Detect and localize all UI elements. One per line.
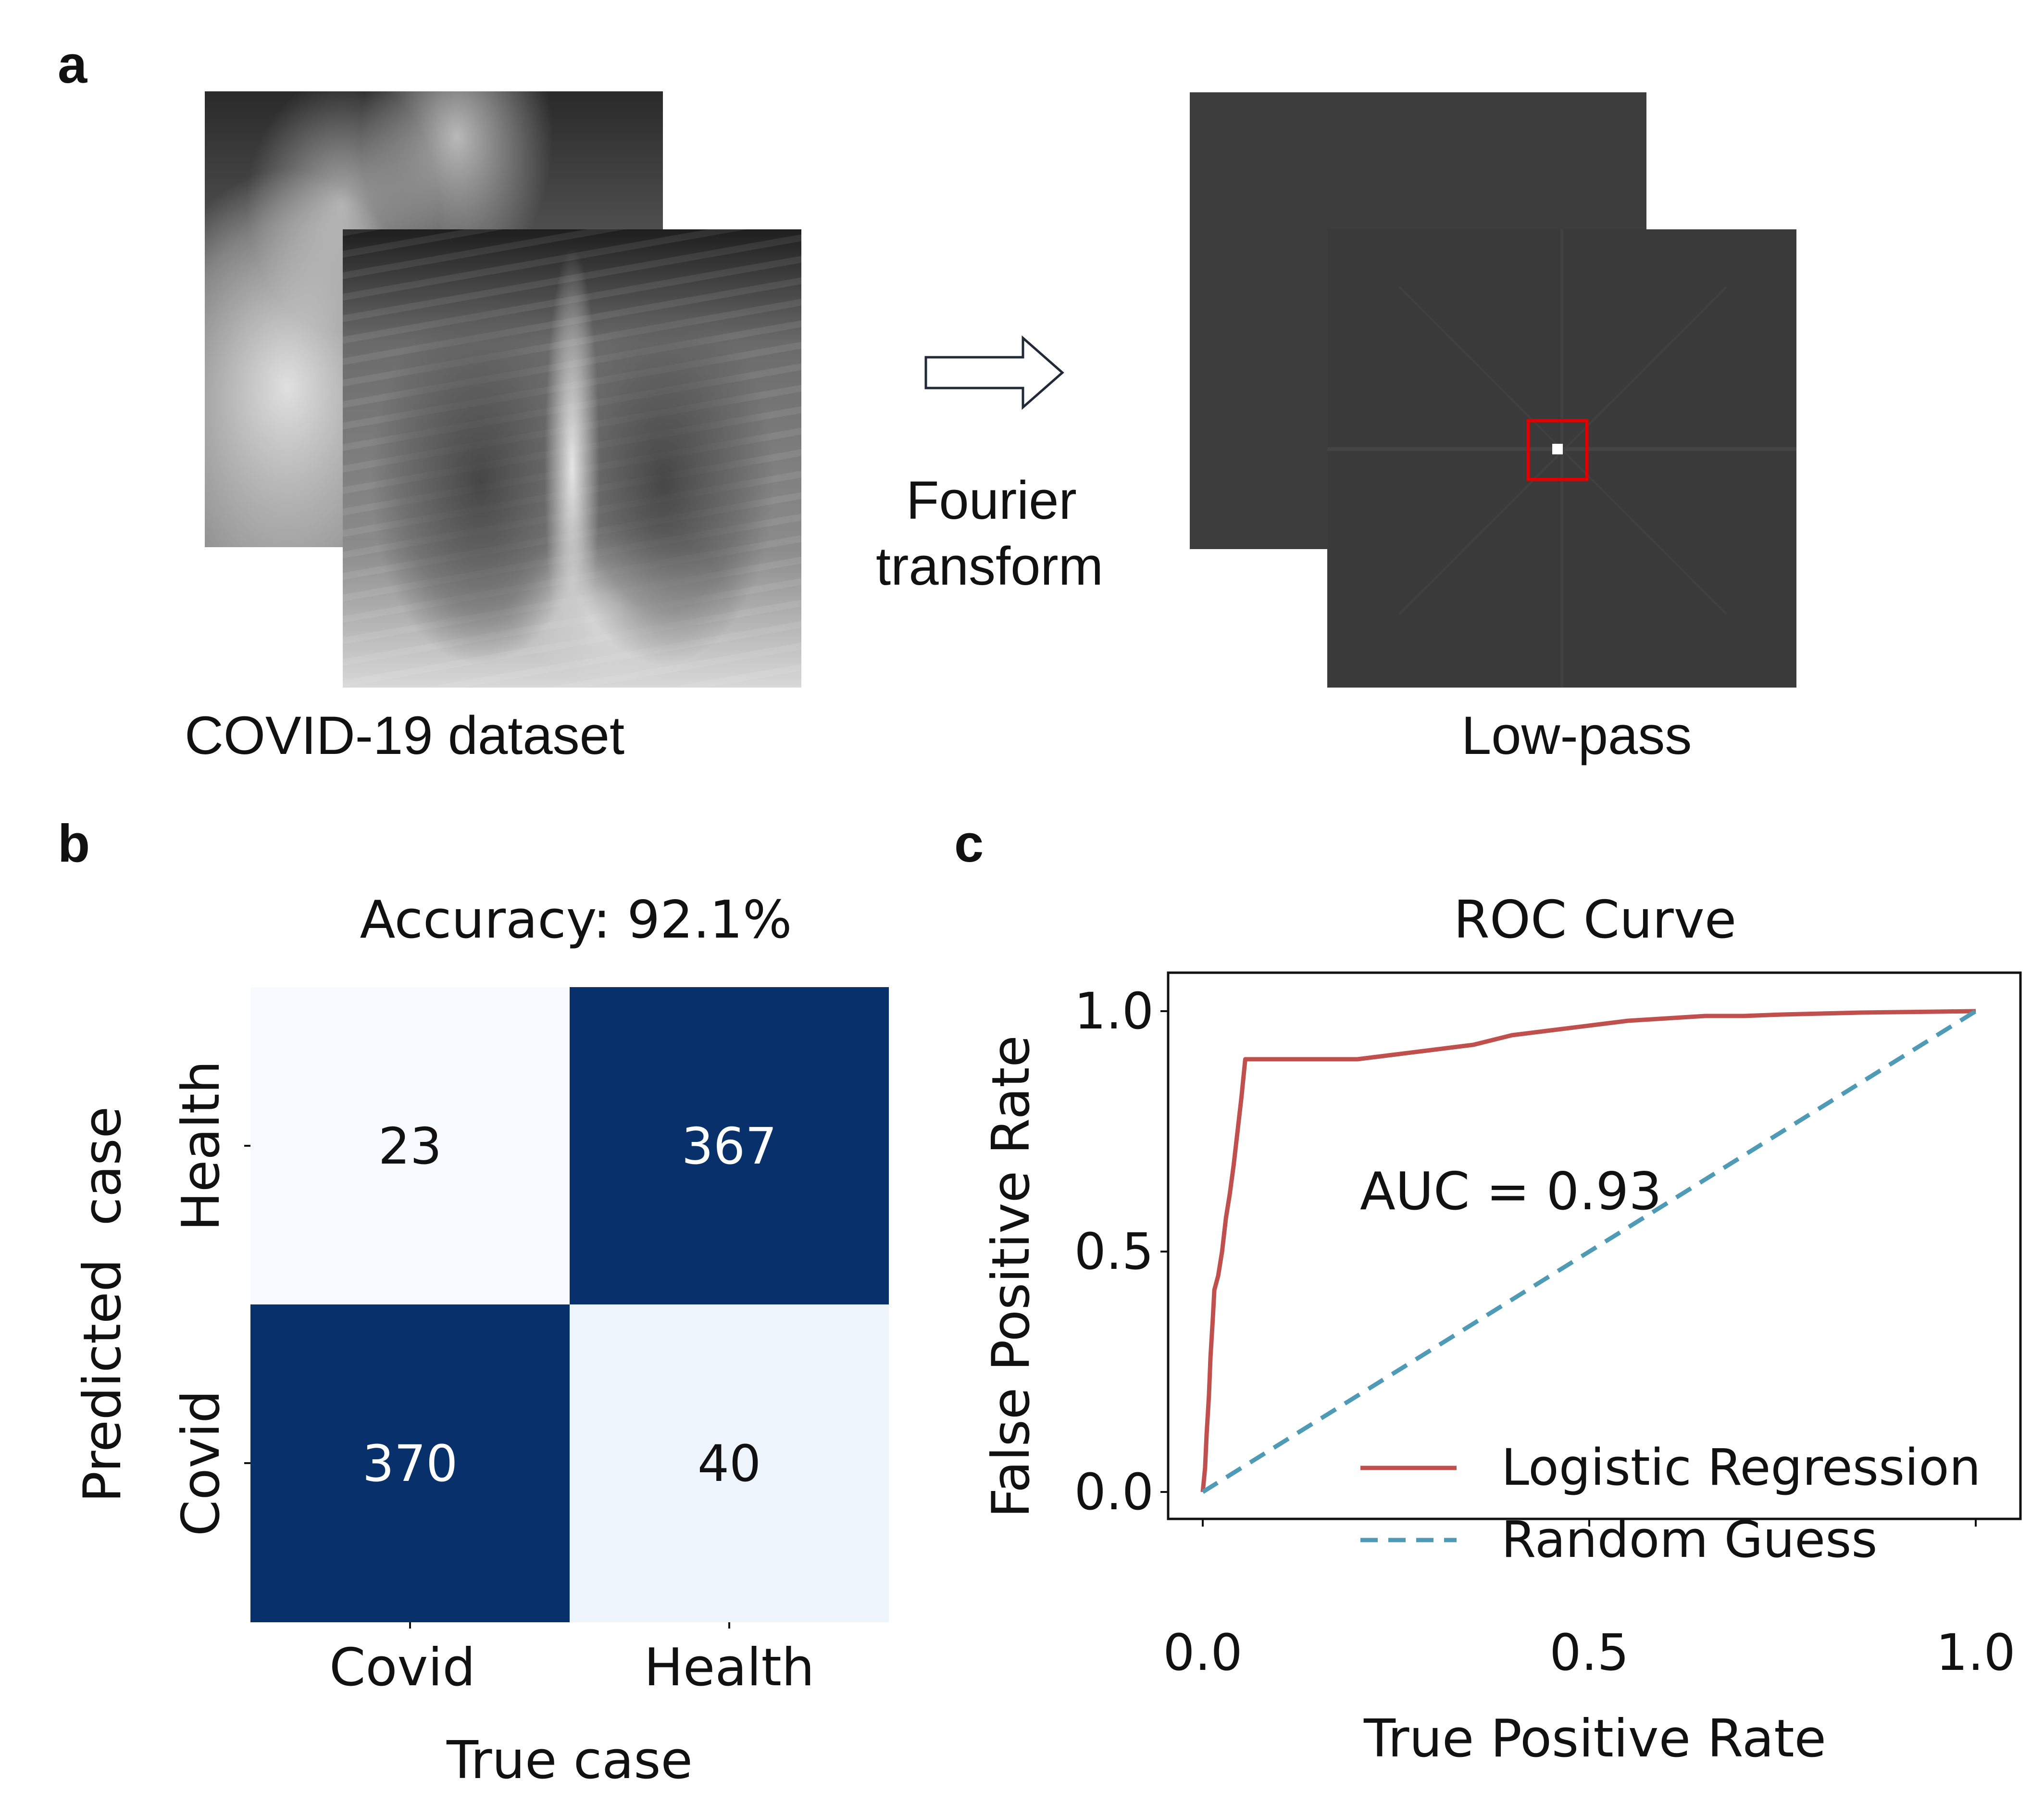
roc-title: ROC Curve — [1454, 890, 1736, 950]
dataset-caption: COVID-19 dataset — [185, 705, 625, 765]
roc-chart: ROC Curve 0.00.00.50.51.01.0 AUC = 0.93 … — [981, 890, 2022, 1769]
roc-series-random-guess — [1201, 1009, 1977, 1494]
roc-ytick-label-0: 0.0 — [1074, 1463, 1154, 1521]
dc-component — [1552, 444, 1563, 454]
cm-xlabel-0: Covid — [329, 1638, 475, 1698]
cm-cell-0-0 — [250, 987, 570, 1304]
roc-y-axis-title: False Positive Rate — [981, 1035, 1041, 1518]
roc-ticks: 0.0 0.0 0.5 0.5 1.0 1.0 — [1074, 982, 2016, 1682]
roc-lines — [1200, 1009, 1977, 1494]
transform-arrow-icon — [924, 335, 1064, 410]
cm-ylabel-1: Covid — [171, 1390, 231, 1536]
lowpass-caption: Low-pass — [1461, 705, 1692, 765]
fourier-spectrum — [1327, 229, 1796, 688]
confusion-matrix-chart: Accuracy: 92.1% 23 367 370 40 Health Cov… — [73, 890, 889, 1791]
cm-value-1-1: 40 — [698, 1434, 761, 1493]
legend-label-logistic: Logistic Regression — [1501, 1438, 1981, 1497]
roc-xtick-label-1: 0.5 — [1549, 1623, 1629, 1682]
xray-image-front — [343, 229, 801, 688]
roc-ytick-label-1: 0.5 — [1074, 1222, 1154, 1281]
cm-ylabel-0: Health — [171, 1061, 231, 1231]
panel-c-letter: c — [954, 814, 984, 873]
low-pass-box — [1526, 419, 1589, 481]
cm-value-1-0: 370 — [362, 1434, 458, 1493]
cm-cell-0-1 — [570, 987, 889, 1304]
cm-title: Accuracy: 92.1% — [360, 890, 792, 950]
arrow-label-line1: Fourier — [906, 470, 1077, 530]
panel-b-letter: b — [58, 814, 90, 873]
cm-value-0-1: 367 — [682, 1117, 777, 1176]
fourier-image-front — [1327, 229, 1796, 688]
roc-legend: Logistic Regression Random Guess — [1360, 1438, 1981, 1569]
cm-cells — [250, 987, 889, 1622]
cm-xlabel-1: Health — [644, 1638, 815, 1698]
roc-plot-frame — [1167, 971, 2022, 1520]
cm-y-axis-title: Predicted case — [73, 1106, 133, 1503]
roc-xtick-label-0: 0.0 — [1163, 1623, 1242, 1682]
legend-label-random: Random Guess — [1501, 1510, 1878, 1569]
cm-value-0-0: 23 — [378, 1117, 442, 1176]
roc-x-axis-title: True Positive Rate — [1363, 1709, 1826, 1769]
arrow-label-line2: transform — [876, 536, 1103, 596]
panel-a-letter: a — [58, 35, 87, 94]
roc-auc-annotation: AUC = 0.93 — [1360, 1162, 1662, 1222]
cm-cell-1-1 — [570, 1304, 889, 1622]
roc-xtick-label-2: 1.0 — [1936, 1623, 2015, 1682]
cm-x-axis-title: True case — [446, 1730, 693, 1791]
cm-cell-1-0 — [250, 1304, 570, 1622]
roc-series-logistic-regression — [1200, 1009, 1976, 1492]
roc-ytick-label-2: 1.0 — [1074, 982, 1154, 1040]
